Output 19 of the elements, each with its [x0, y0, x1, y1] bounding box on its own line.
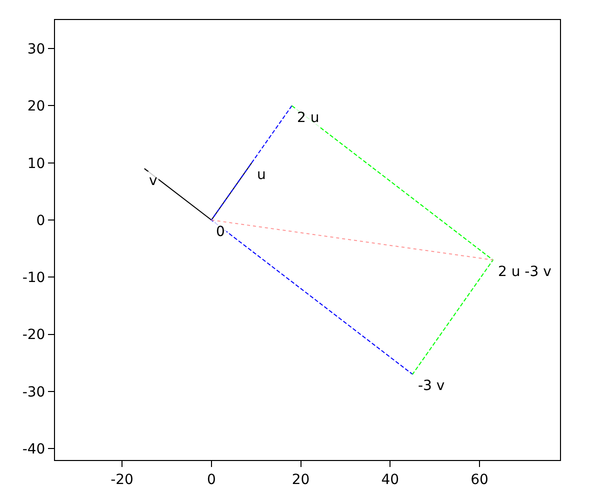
x-tick-label: -20 [110, 472, 134, 488]
x-tick-label: 20 [292, 472, 310, 488]
y-tick-label: 0 [36, 212, 46, 229]
x-tick-label: 60 [470, 472, 488, 488]
y-tick-label: -20 [22, 327, 46, 344]
y-tick-label: 10 [27, 156, 46, 172]
annotation: 0 [216, 224, 225, 240]
annotation: 2 u [297, 110, 320, 126]
annotation: u [257, 167, 266, 183]
annotation: 2 u -3 v [498, 264, 552, 280]
annotation: -3 v [418, 378, 445, 394]
y-tick-label: 20 [27, 98, 46, 115]
y-tick-label: -30 [22, 384, 46, 400]
annotation: v [149, 173, 158, 189]
x-tick-label: 0 [206, 472, 216, 488]
y-tick-label: -10 [22, 270, 46, 286]
y-tick-label: -40 [22, 441, 46, 458]
y-tick-label: 30 [27, 41, 46, 58]
x-tick-label: 40 [381, 472, 400, 488]
